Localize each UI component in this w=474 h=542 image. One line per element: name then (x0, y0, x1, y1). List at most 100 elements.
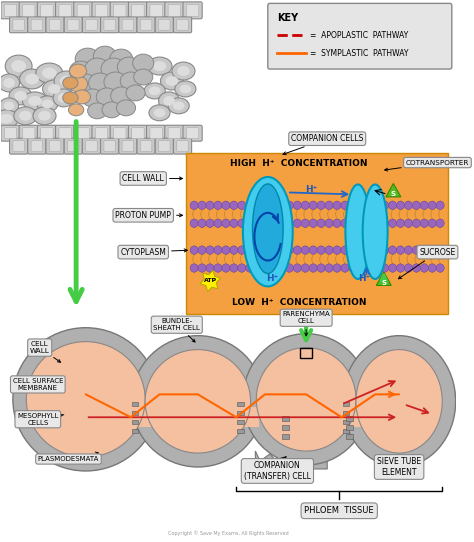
Circle shape (214, 246, 222, 254)
Ellipse shape (38, 111, 51, 121)
Circle shape (420, 264, 428, 272)
Circle shape (254, 246, 262, 254)
Circle shape (428, 219, 436, 228)
Ellipse shape (88, 103, 107, 119)
Circle shape (365, 264, 373, 272)
Bar (131, 399, 157, 435)
Ellipse shape (256, 347, 356, 451)
Text: H⁺: H⁺ (358, 274, 371, 283)
Circle shape (373, 201, 381, 210)
Circle shape (262, 201, 270, 210)
Circle shape (381, 264, 389, 272)
Text: PLASMODESMATA: PLASMODESMATA (38, 452, 99, 462)
Circle shape (246, 246, 254, 254)
Circle shape (333, 264, 341, 272)
Text: H⁺: H⁺ (266, 274, 279, 283)
Circle shape (420, 246, 428, 254)
FancyBboxPatch shape (173, 138, 191, 154)
FancyBboxPatch shape (110, 2, 129, 19)
Polygon shape (386, 183, 401, 197)
Circle shape (404, 201, 412, 210)
Circle shape (389, 264, 397, 272)
FancyBboxPatch shape (155, 17, 173, 33)
Circle shape (428, 246, 436, 254)
Circle shape (428, 264, 436, 272)
FancyBboxPatch shape (67, 141, 79, 152)
Bar (282, 434, 289, 438)
Bar (342, 399, 368, 435)
Text: COTRANSPORTER: COTRANSPORTER (385, 159, 469, 171)
FancyBboxPatch shape (186, 128, 199, 139)
FancyBboxPatch shape (168, 4, 181, 16)
Circle shape (396, 246, 404, 254)
Circle shape (309, 246, 317, 254)
Ellipse shape (149, 105, 170, 121)
Ellipse shape (69, 61, 92, 81)
Text: KEY: KEY (277, 14, 299, 23)
FancyBboxPatch shape (86, 20, 97, 30)
Circle shape (412, 264, 420, 272)
Circle shape (230, 201, 238, 210)
FancyBboxPatch shape (77, 4, 90, 16)
Circle shape (230, 246, 238, 254)
Ellipse shape (133, 54, 154, 72)
Circle shape (198, 219, 206, 228)
Circle shape (246, 219, 254, 228)
Circle shape (396, 201, 404, 210)
FancyBboxPatch shape (177, 20, 188, 30)
Circle shape (333, 219, 341, 228)
Text: SUCROSE: SUCROSE (399, 248, 456, 279)
Circle shape (222, 246, 230, 254)
Circle shape (285, 219, 293, 228)
Text: BUNDLE-
SHEATH CELL: BUNDLE- SHEATH CELL (153, 318, 200, 342)
Ellipse shape (159, 92, 180, 110)
Circle shape (349, 201, 357, 210)
FancyBboxPatch shape (4, 128, 17, 139)
Circle shape (293, 201, 301, 210)
Ellipse shape (134, 69, 153, 85)
Ellipse shape (60, 75, 73, 87)
Bar (237, 420, 244, 424)
FancyBboxPatch shape (31, 20, 43, 30)
FancyBboxPatch shape (100, 138, 119, 154)
Circle shape (341, 264, 349, 272)
FancyBboxPatch shape (173, 17, 191, 33)
FancyBboxPatch shape (1, 2, 20, 19)
FancyBboxPatch shape (49, 141, 61, 152)
FancyBboxPatch shape (28, 138, 46, 154)
Ellipse shape (0, 74, 19, 92)
Ellipse shape (101, 58, 126, 80)
Ellipse shape (82, 89, 103, 107)
FancyBboxPatch shape (132, 128, 144, 139)
FancyBboxPatch shape (49, 20, 61, 30)
Circle shape (198, 246, 206, 254)
Bar (237, 429, 244, 433)
Bar (301, 347, 312, 358)
Bar (132, 429, 138, 433)
Circle shape (230, 219, 238, 228)
Circle shape (436, 264, 444, 272)
FancyBboxPatch shape (113, 128, 126, 139)
Circle shape (404, 246, 412, 254)
FancyBboxPatch shape (146, 2, 166, 19)
FancyBboxPatch shape (28, 17, 46, 33)
FancyBboxPatch shape (128, 2, 147, 19)
Circle shape (325, 219, 333, 228)
FancyBboxPatch shape (4, 4, 17, 16)
Circle shape (389, 219, 397, 228)
Bar (240, 407, 259, 427)
FancyBboxPatch shape (31, 141, 43, 152)
FancyBboxPatch shape (150, 128, 163, 139)
Ellipse shape (363, 184, 388, 279)
Circle shape (262, 264, 270, 272)
Circle shape (365, 246, 373, 254)
Ellipse shape (180, 85, 191, 93)
Circle shape (206, 201, 214, 210)
Circle shape (333, 201, 341, 210)
Circle shape (262, 246, 270, 254)
Ellipse shape (5, 55, 32, 77)
FancyBboxPatch shape (128, 125, 147, 141)
Circle shape (436, 246, 444, 254)
Ellipse shape (132, 335, 264, 467)
Bar (135, 407, 154, 427)
